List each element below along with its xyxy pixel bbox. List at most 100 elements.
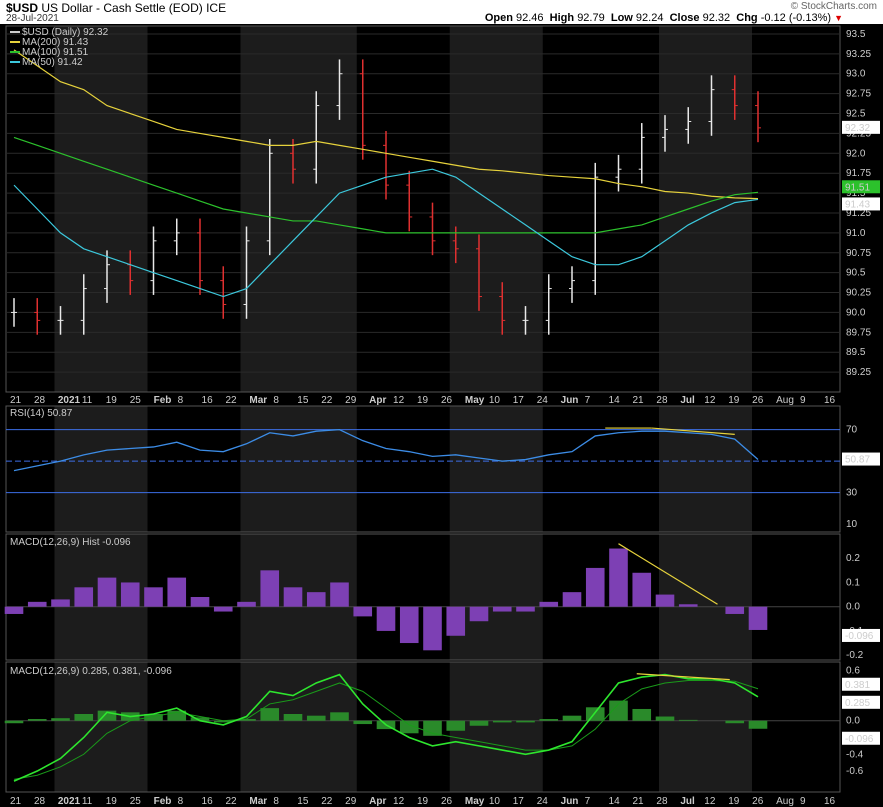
hist-bar	[376, 606, 396, 631]
hist-bar	[678, 604, 698, 607]
price-xtick-label: Feb	[154, 395, 172, 406]
price-xtick-label: 8	[178, 395, 184, 406]
price-ytick-label: 90.25	[846, 288, 871, 299]
price-xtick-label: Aug	[776, 395, 794, 406]
month-band-rsi-0	[54, 406, 148, 532]
hist-bar	[469, 606, 489, 622]
macd-hist-bar	[516, 720, 535, 723]
down-triangle-icon: ▼	[834, 13, 843, 23]
macd-hist-bar	[655, 716, 675, 721]
macd-xtick-label: 11	[82, 796, 93, 807]
macd-hist-bar	[213, 720, 233, 723]
rsi-legend: RSI(14) 50.87	[10, 408, 73, 419]
macd-hist-bar	[260, 708, 280, 721]
hist-last-value-box	[842, 628, 880, 642]
macd-hist-bar	[51, 718, 70, 721]
macd-last-macd-box	[842, 695, 880, 709]
price-xtick-label: 12	[704, 395, 716, 406]
rsi-ytick-label: 70	[846, 425, 858, 436]
chart-header: $USD US Dollar - Cash Settle (EOD) ICE 2…	[0, 0, 883, 24]
price-last-ma100: 91.51	[845, 182, 870, 193]
hist-bar	[539, 601, 559, 607]
hist-legend: MACD(12,26,9) Hist -0.096	[10, 537, 131, 548]
price-ytick-label: 92.0	[846, 148, 866, 159]
price-xtick-label: Mar	[249, 395, 267, 406]
hist-bar	[74, 587, 94, 607]
price-xtick-label: 15	[297, 395, 309, 406]
price-xtick-label: 16	[202, 395, 214, 406]
month-band-macd-2	[240, 662, 357, 792]
month-band-rsi-6	[659, 406, 752, 532]
price-xtick-label: May	[465, 395, 485, 406]
ma100-line	[13, 136, 759, 234]
high-label: High	[549, 12, 575, 24]
macd-ytick-label: 0.0	[846, 716, 860, 727]
macd-hist-bar	[27, 719, 47, 721]
price-xtick-label: 26	[441, 395, 453, 406]
macd-hist-bar	[585, 707, 605, 721]
hist-bar	[562, 592, 582, 607]
macd-hist-bar	[399, 720, 419, 734]
rsi-last-value-box	[842, 452, 880, 466]
price-xtick-label: 17	[513, 395, 525, 406]
hist-bar	[4, 606, 24, 614]
chart-title: $USD US Dollar - Cash Settle (EOD) ICE	[6, 1, 226, 15]
hist-bar	[423, 606, 442, 651]
price-xtick-label: 21	[10, 395, 22, 406]
macd-hist-bar	[167, 710, 187, 721]
macd-trendline	[636, 673, 730, 681]
close-label: Close	[669, 12, 700, 24]
month-band-macd-4	[449, 662, 543, 792]
price-xtick-label: 21	[632, 395, 644, 406]
macd-hist-bar	[748, 720, 768, 729]
macd-xtick-label: 2021	[58, 796, 81, 807]
price-xtick-label: Jul	[680, 395, 695, 406]
macd-xtick-label: 15	[297, 796, 309, 807]
price-xtick-label: Jun	[561, 395, 579, 406]
macd-hist-bar	[469, 720, 489, 726]
price-ytick-label: 90.75	[846, 248, 871, 259]
rsi-ytick-label: 30	[846, 488, 858, 499]
price-xtick-label: 2021	[58, 395, 81, 406]
macd-hist-bar	[539, 719, 559, 721]
price-xtick-label: 29	[345, 395, 357, 406]
panel-border-price	[5, 25, 841, 393]
macd-xtick-label: 29	[345, 796, 357, 807]
month-band-price-4	[449, 26, 543, 392]
hist-bar	[97, 577, 117, 607]
month-band-rsi-2	[240, 406, 357, 532]
macd-xtick-label: 7	[585, 796, 591, 807]
panel-border-rsi	[5, 405, 841, 533]
open-label: Open	[484, 12, 513, 24]
close-value: 92.32	[702, 12, 731, 24]
price-xtick-label: 24	[537, 395, 549, 406]
macd-last-signal: 0.381	[845, 680, 870, 691]
price-ytick-label: 93.25	[846, 49, 871, 60]
month-band-macd-6	[659, 662, 752, 792]
price-xtick-label: 10	[489, 395, 501, 406]
price-ytick-label: 90.5	[846, 268, 866, 279]
hist-last-value: -0.096	[845, 631, 874, 642]
macd-xtick-label: 24	[537, 796, 549, 807]
price-ytick-label: 89.75	[846, 327, 871, 338]
macd-xtick-label: Apr	[369, 796, 386, 807]
macd-hist-bar	[678, 719, 698, 721]
hist-ytick-label: -0.2	[846, 650, 864, 661]
macd-xtick-label: Jun	[561, 796, 579, 807]
price-ytick-label: 91.75	[846, 168, 871, 179]
hist-bar	[748, 606, 768, 630]
price-ytick-label: 92.75	[846, 89, 871, 100]
price-ytick-label: 91.5	[846, 188, 866, 199]
hist-bar	[144, 587, 163, 607]
macd-xtick-label: Mar	[249, 796, 267, 807]
chg-value: -0.12 (-0.13%)	[760, 12, 832, 24]
hist-bar	[399, 606, 419, 644]
hist-bar	[27, 601, 47, 607]
macd-hist-bar	[353, 720, 373, 725]
price-ytick-label: 90.0	[846, 307, 866, 318]
price-xtick-label: 19	[728, 395, 740, 406]
price-xtick-label: 28	[34, 395, 46, 406]
macd-xtick-label: 12	[704, 796, 716, 807]
hist-bar	[353, 606, 373, 617]
macd-xtick-label: 17	[513, 796, 525, 807]
